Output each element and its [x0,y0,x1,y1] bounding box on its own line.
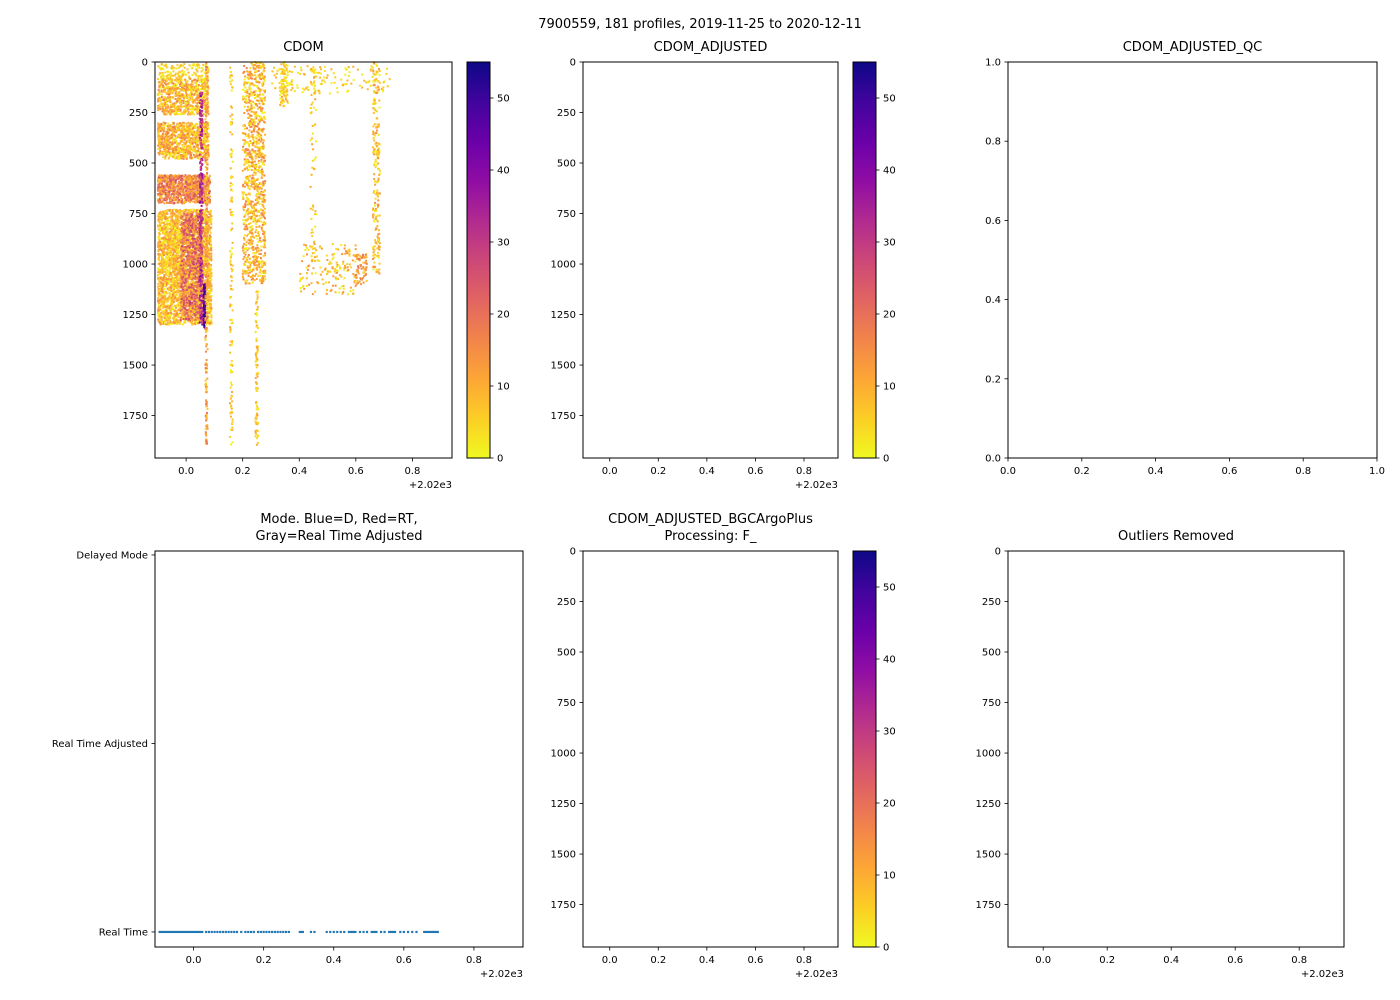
subplot-cdom-adjusted: 0.0 0.2 0.4 0.6 0.8+2.02e3025050075010001250… [551,58,839,491]
title-mode: Mode. Blue=D, Red=RT, Gray=Real Time Adj… [255,512,423,545]
title-outliers-removed: Outliers Removed [1117,529,1235,545]
subplot-outliers-removed: 0.0 0.2 0.4 0.6 0.8+2.02e3025050075010001250… [976,547,1345,980]
title-cdom-adjusted-qc: CDOM_ADJUSTED_QC [1122,40,1263,56]
title-cdom: CDOM [283,40,324,56]
title-cdom-adjusted: CDOM_ADJUSTED [653,40,768,56]
subplot-bgc-processing: 0.0 0.2 0.4 0.6 0.8+2.02e3025050075010001250… [551,547,839,980]
subplot-cdom-adjusted-qc: 0.0 0.2 0.4 0.6 0.8 1.01.00.80.60.40.20.0 [985,58,1385,478]
subplot-cdom: 0.0 0.2 0.4 0.6 0.8+2.02e3025050075010001250… [123,58,453,491]
figure-suptitle: 7900559, 181 profiles, 2019-11-25 to 202… [538,17,862,32]
title-bgc-processing: CDOM_ADJUSTED_BGCArgoPlus Processing: F_ [608,512,813,545]
